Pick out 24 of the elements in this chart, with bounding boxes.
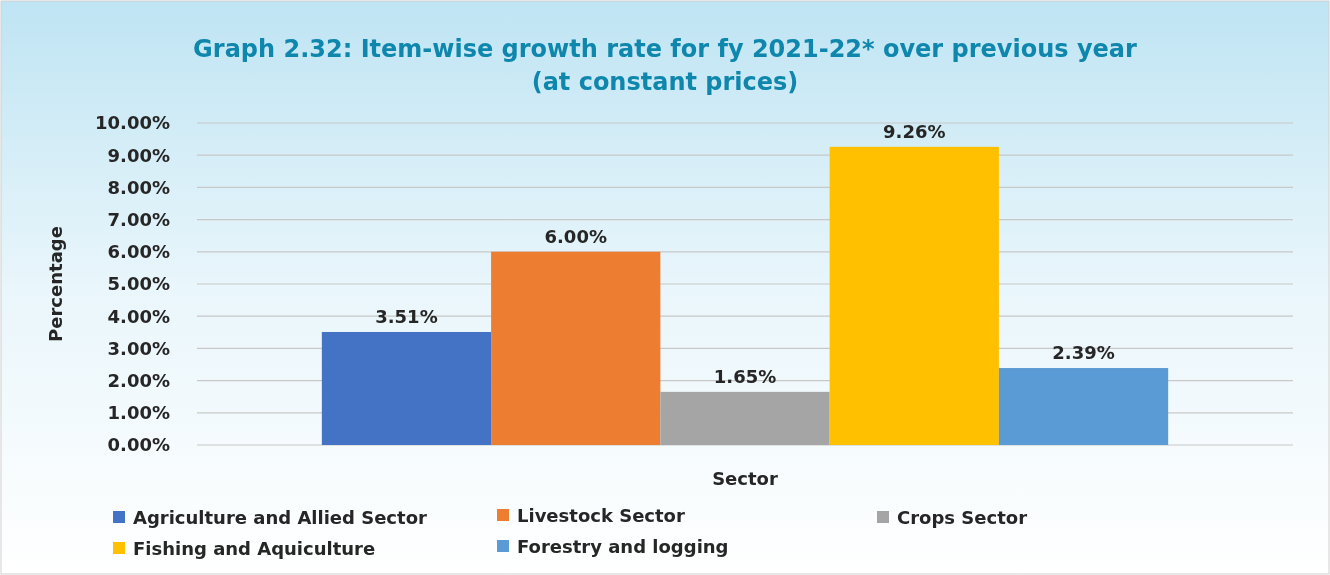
legend-label: Crops Sector xyxy=(897,507,1028,529)
legend-label: Livestock Sector xyxy=(517,505,685,527)
data-label: 3.51% xyxy=(375,305,438,327)
chart-title: Graph 2.32: Item-wise growth rate for fy 2021-22* over previous year (at constant prices) xyxy=(193,35,1138,96)
data-label: 2.39% xyxy=(1052,342,1115,364)
y-tick-label: 2.00% xyxy=(107,369,170,391)
y-axis-title: Percentage xyxy=(45,226,66,342)
y-tick-label: 7.00% xyxy=(107,208,170,230)
y-tick-label: 6.00% xyxy=(107,241,170,263)
y-tick-label: 3.00% xyxy=(107,337,170,359)
y-tick-label: 8.00% xyxy=(107,176,170,198)
y-tick-label: 4.00% xyxy=(107,305,170,327)
legend-label: Agriculture and Allied Sector xyxy=(133,507,428,529)
y-tick-label: 10.00% xyxy=(95,112,170,134)
data-label: 9.26% xyxy=(883,120,946,142)
legend-label: Fishing and Aquiculture xyxy=(133,538,376,560)
y-tick-label: 5.00% xyxy=(107,273,170,295)
y-tick-label: 9.00% xyxy=(107,144,170,166)
data-label: 1.65% xyxy=(713,365,777,387)
y-tick-label: 1.00% xyxy=(107,402,170,424)
x-axis-title: Sector xyxy=(712,468,778,489)
legend-label: Forestry and logging xyxy=(517,536,729,558)
data-label: 6.00% xyxy=(544,225,607,247)
y-tick-label: 0.00% xyxy=(107,434,170,456)
